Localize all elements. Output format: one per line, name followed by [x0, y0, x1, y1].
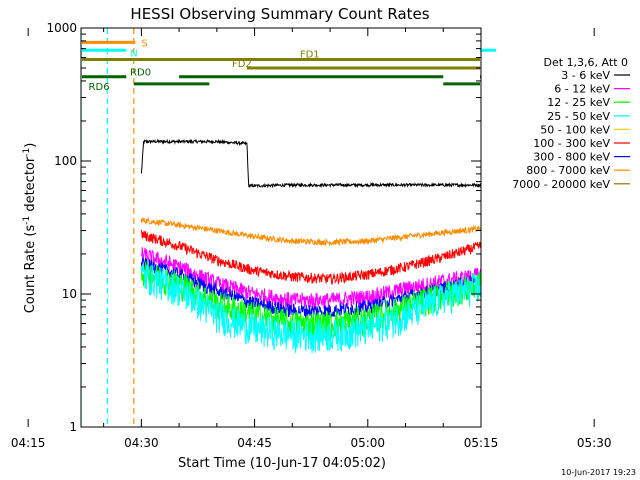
legend-entry-label: 12 - 25 keV — [547, 96, 610, 109]
legend-entry-label: 100 - 300 keV — [533, 137, 610, 150]
y-tick-label: 10 — [62, 287, 77, 301]
y-axis-label: Count Rate (s-1 detector-1) — [22, 143, 38, 314]
y-tick-label: 100 — [54, 154, 77, 168]
flag-label-s: S — [141, 38, 147, 49]
x-tick-label: 04:15 — [11, 436, 46, 450]
series-25-50kev — [140, 264, 481, 353]
legend-entry-label: 300 - 800 keV — [533, 151, 610, 164]
series-6-12kev — [140, 247, 481, 309]
y-tick-label: 1 — [69, 420, 77, 434]
flag-label-rd6: RD6 — [89, 82, 110, 93]
series-3-6kev — [140, 138, 481, 189]
legend-entry-label: 3 - 6 keV — [561, 69, 610, 82]
flag-label-rd0: RD0 — [130, 68, 151, 79]
legend-entry-label: 7000 - 20000 keV — [512, 178, 610, 191]
series-100-300kev — [140, 229, 481, 286]
flag-label-fd2: FD2 — [232, 59, 252, 70]
x-tick-label: 04:30 — [124, 436, 159, 450]
legend-entry-label: 25 - 50 keV — [547, 110, 610, 123]
plot-frame — [80, 27, 482, 428]
flag-label-n: N — [130, 48, 137, 59]
series-800-7000kev — [140, 216, 481, 247]
x-tick-label: 04:45 — [237, 436, 272, 450]
footer-timestamp: 10-Jun-2017 19:23 — [561, 468, 636, 477]
legend-entry-label: 6 - 12 keV — [554, 83, 610, 96]
x-tick-label: 05:00 — [350, 436, 385, 450]
x-tick-label: 05:15 — [464, 436, 499, 450]
y-tick-label: 1000 — [46, 21, 77, 35]
x-tick-label: 05:30 — [577, 436, 612, 450]
x-axis-label: Start Time (10-Jun-17 04:05:02) — [178, 456, 386, 471]
legend-entry-label: 50 - 100 keV — [540, 123, 610, 136]
legend-entry-label: 800 - 7000 keV — [526, 164, 610, 177]
legend-header: Det 1,3,6, Att 0 — [544, 56, 628, 69]
chart-title: HESSI Observing Summary Count Rates — [130, 5, 429, 23]
flag-label-fd1: FD1 — [300, 49, 320, 60]
